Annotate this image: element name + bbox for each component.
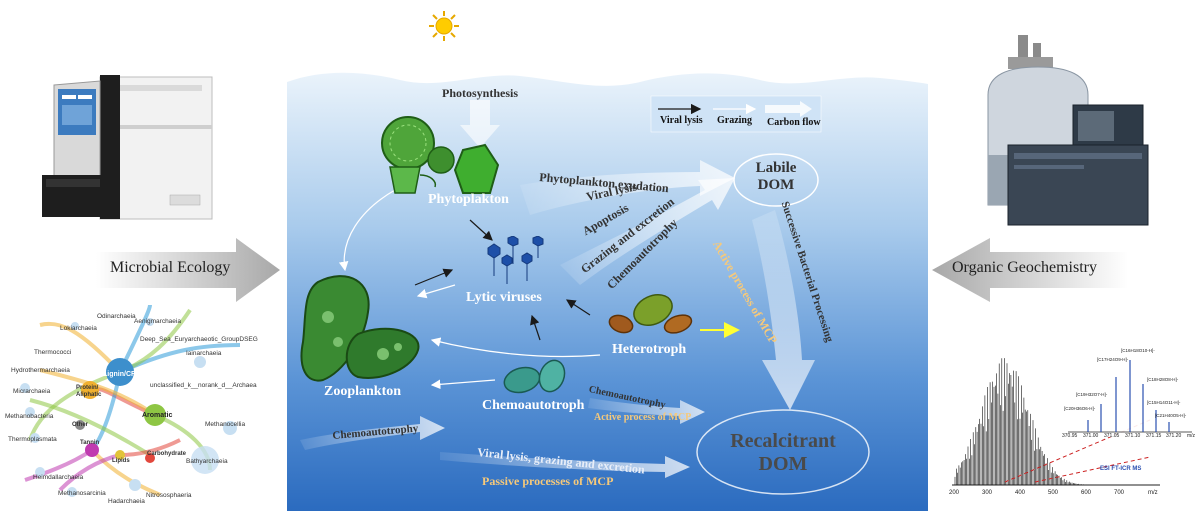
photosynthesis-label: Photosynthesis <box>442 86 519 100</box>
network-graph <box>20 304 241 497</box>
taxa-thermococci: Thermococci <box>34 349 72 356</box>
network-node-tannin: Tannin <box>80 440 100 446</box>
sequencer-device-image <box>42 75 213 220</box>
sun-icon <box>429 11 459 41</box>
active-mcp-right-label: Active process of MCP <box>594 412 692 423</box>
inset-tick-6: 371.20 <box>1166 433 1182 439</box>
taxa-hydrothermarchaeia: Hydrothermarchaeia <box>11 367 70 374</box>
labile-dom-label: Labile DOM <box>755 160 797 193</box>
taxa-micrarchaeia: Micrarchaeia <box>13 388 51 395</box>
recalcitrant-dom-label: Recalcitrant DOM <box>730 430 836 475</box>
peak-label-6: [C20H36O6-H]- <box>1064 406 1096 411</box>
taxa-thermoplasmata: Thermoplasmata <box>8 436 57 443</box>
phytoplankton-label: Phytoplakton <box>428 192 509 207</box>
taxa-iainarchaeia: Iainarchaeia <box>186 350 222 357</box>
taxa-aenigmarchaeia: Aenigmarchaeia <box>134 318 181 325</box>
organic-geochemistry-arrow <box>932 238 1128 302</box>
legend-grazing: Grazing <box>717 115 752 126</box>
network-node-lignin: Lignin/CRAM <box>103 371 147 378</box>
taxa-methanosarcinia: Methanosarcinia <box>58 490 106 497</box>
taxa-unclassified: unclassified_k__norank_d__Archaea <box>150 382 257 389</box>
spectrum-tick-600: 600 <box>1081 490 1092 496</box>
network-node-protein: Protein/Aliphatic <box>76 385 102 398</box>
taxa-hadarchaeia: Hadarchaeia <box>108 498 145 505</box>
spectrum-tick-700: 700 <box>1114 490 1125 496</box>
taxa-lokiarchaeia: Lokiarchaeia <box>60 325 97 332</box>
microbial-ecology-arrow <box>96 238 280 302</box>
zooplankton-label: Zooplankton <box>324 384 402 399</box>
virus-illustration <box>487 236 544 284</box>
mass-spectrometer-image <box>987 35 1149 226</box>
mass-spectrum-plot <box>952 352 1195 486</box>
taxa-heimdallarchaeia: Heimdallarchaeia <box>33 474 84 481</box>
chemoautotroph-illustration <box>503 359 566 394</box>
inset-tick-5: 371.15 <box>1146 433 1162 439</box>
peak-label-2: [C17H24O9-H]- <box>1097 357 1129 362</box>
taxa-odinarchaeia: Odinarchaeia <box>97 313 136 320</box>
legend-viral-lysis: Viral lysis <box>660 115 703 126</box>
inset-tick-4: 371.10 <box>1125 433 1141 439</box>
phytoplankton-illustration <box>381 116 500 194</box>
spectrum-tick-200: 200 <box>949 490 960 496</box>
inset-unit: m/z <box>1187 433 1196 439</box>
spectrum-label: ESI FT-ICR MS <box>1100 466 1142 472</box>
taxa-bathyarchaeia: Bathyarchaeia <box>186 458 228 465</box>
microbial-ecology-label: Microbial Ecology <box>110 259 231 276</box>
inset-tick-3: 371.05 <box>1104 433 1120 439</box>
network-node-aromatic: Aromatic <box>142 412 173 419</box>
network-node-carbohydrate: Carbohydrate <box>147 451 187 457</box>
taxa-dseg: Deep_Sea_Euryarchaeotic_GroupDSEG <box>140 336 258 343</box>
taxa-methanocellia: Methanocellia <box>205 421 246 428</box>
peak-label-1: [C16H18O10-H]- <box>1121 348 1155 353</box>
zooplankton-illustration <box>300 275 420 382</box>
spectrum-tick-300: 300 <box>982 490 993 496</box>
heterotroph-illustration <box>608 294 693 334</box>
inset-tick-1: 370.95 <box>1062 433 1078 439</box>
organic-geochemistry-label: Organic Geochemistry <box>952 259 1097 276</box>
spectrum-tick-400: 400 <box>1015 490 1026 496</box>
taxa-nitrososphaeria: Nitrososphaeria <box>146 492 192 499</box>
peak-label-4: [C19H32O7-H]- <box>1076 392 1108 397</box>
peak-label-7: [C21H40O5-H]- <box>1155 413 1187 418</box>
legend-carbon-flow: Carbon flow <box>767 117 821 128</box>
spectrum-tick-500: 500 <box>1048 490 1059 496</box>
peak-label-5: [C15H14O11-H]- <box>1147 400 1181 405</box>
heterotroph-label: Heterotroph <box>612 342 687 357</box>
spectrum-unit: m/z <box>1148 490 1158 496</box>
inset-tick-2: 371.00 <box>1083 433 1099 439</box>
taxa-methanobacteria: Methanobacteria <box>5 413 54 420</box>
lytic-viruses-label: Lytic viruses <box>466 290 542 305</box>
network-node-lipids: Lipids <box>112 458 130 464</box>
network-node-other: Other <box>72 422 89 428</box>
peak-label-3: [C18H28O8-H]- <box>1147 377 1179 382</box>
passive-mcp-label: Passive processes of MCP <box>482 474 614 488</box>
chemoautotroph-label: Chemoautotroph <box>482 398 585 413</box>
